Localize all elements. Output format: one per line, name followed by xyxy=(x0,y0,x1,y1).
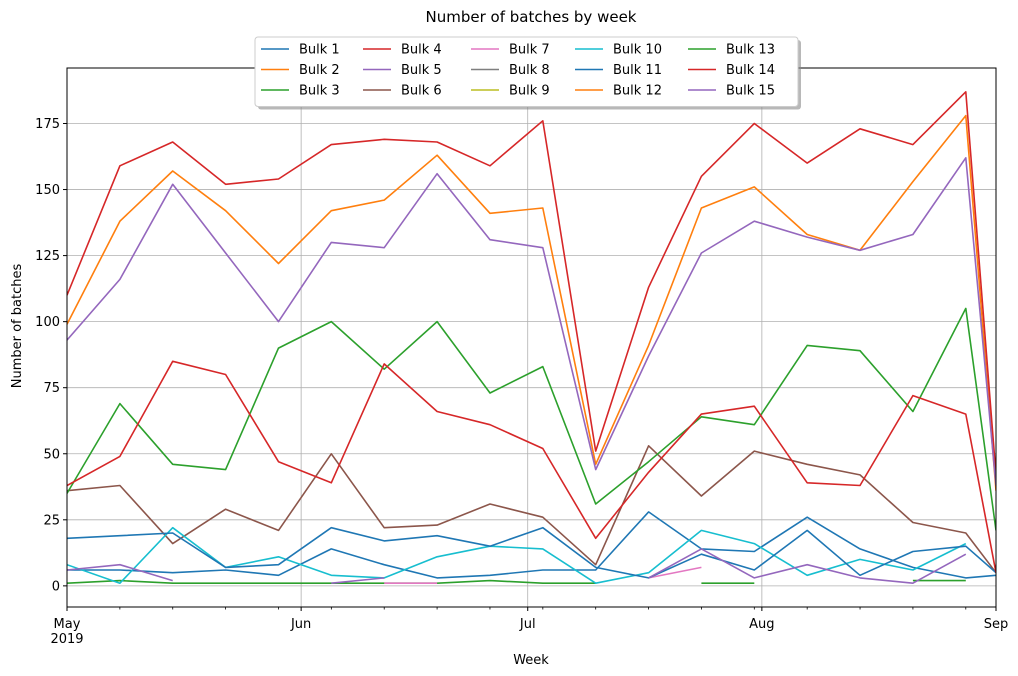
x-tick-label: Sep xyxy=(984,617,1009,632)
legend: Bulk 1 Bulk 2 Bulk 3 Bulk 4 Bulk 5 Bulk 6 Bulk… xyxy=(254,36,801,110)
series-line-bulk-14 xyxy=(67,360,996,573)
legend-label: Bulk 13 xyxy=(726,43,775,58)
legend-item: Bulk 5 xyxy=(363,63,442,78)
legend-label: Bulk 5 xyxy=(401,63,442,78)
legend-label: Bulk 2 xyxy=(299,63,340,78)
legend-label: Bulk 12 xyxy=(613,84,662,99)
series-line-bulk-15 xyxy=(648,548,967,585)
legend-label: Bulk 9 xyxy=(509,84,550,99)
series-line-bulk-5 xyxy=(67,157,996,486)
legend-item: Bulk 1 xyxy=(261,43,340,58)
y-axis-title: Number of batches xyxy=(10,264,25,389)
series-line-bulk-6 xyxy=(67,444,996,574)
legend-label: Bulk 7 xyxy=(509,43,550,58)
legend-label: Bulk 10 xyxy=(613,43,662,58)
legend-item: Bulk 8 xyxy=(471,63,550,78)
legend-label: Bulk 14 xyxy=(726,63,775,78)
y-tick-label: 150 xyxy=(35,183,60,198)
series-bulk-13 xyxy=(67,307,996,531)
chart-title: Number of batches by week xyxy=(426,8,637,26)
legend-item: Bulk 2 xyxy=(261,63,340,78)
legend-item: Bulk 3 xyxy=(261,84,340,99)
x-tick-label: Jun xyxy=(290,617,311,632)
y-tick-label: 175 xyxy=(35,117,60,132)
legend-label: Bulk 6 xyxy=(401,84,442,99)
legend-item: Bulk 12 xyxy=(575,84,662,99)
series-bulk-11 xyxy=(67,526,996,579)
series-line-bulk-15 xyxy=(67,563,173,582)
series-line-bulk-11 xyxy=(67,526,996,579)
legend-item: Bulk 4 xyxy=(363,43,442,58)
series-bulk-1 xyxy=(67,511,996,579)
series-lines xyxy=(67,91,996,585)
legend-label: Bulk 8 xyxy=(509,63,550,78)
legend-item: Bulk 9 xyxy=(471,84,550,99)
x-tick-label: May xyxy=(54,617,81,632)
legend-label: Bulk 15 xyxy=(726,84,775,99)
y-tick-label: 125 xyxy=(35,249,60,264)
legend-item: Bulk 11 xyxy=(575,63,662,78)
y-tick-label: 0 xyxy=(52,579,60,594)
legend-item: Bulk 15 xyxy=(688,84,775,99)
series-bulk-15 xyxy=(67,548,967,585)
legend-label: Bulk 3 xyxy=(299,84,340,99)
legend-label: Bulk 4 xyxy=(401,43,442,58)
legend-item: Bulk 14 xyxy=(688,63,775,78)
x-axis-title: Week xyxy=(513,653,549,668)
series-bulk-4 xyxy=(67,91,996,475)
series-bulk-6 xyxy=(67,444,996,574)
series-bulk-7 xyxy=(384,566,702,585)
series-bulk-5 xyxy=(67,157,996,486)
series-line-bulk-7 xyxy=(648,566,702,579)
legend-item: Bulk 7 xyxy=(471,43,550,58)
legend-item: Bulk 6 xyxy=(363,84,442,99)
y-tick-label: 25 xyxy=(43,513,60,528)
x-tick-sublabel: 2019 xyxy=(50,632,83,647)
legend-item: Bulk 13 xyxy=(688,43,775,58)
x-tick-label: Aug xyxy=(749,617,774,632)
legend-box xyxy=(254,36,799,107)
y-tick-label: 100 xyxy=(35,315,60,330)
x-tick-label: Jul xyxy=(519,617,536,632)
legend-label: Bulk 11 xyxy=(613,63,662,78)
y-tick-label: 50 xyxy=(43,447,60,462)
y-axis: 0 25 50 75 100 125 150 175 xyxy=(35,117,67,594)
legend-item: Bulk 10 xyxy=(575,43,662,58)
series-line-bulk-1 xyxy=(67,511,996,579)
series-line-bulk-13 xyxy=(67,307,996,531)
series-line-bulk-4 xyxy=(67,91,996,475)
series-bulk-14 xyxy=(67,360,996,573)
legend-label: Bulk 1 xyxy=(299,43,340,58)
series-line-bulk-15 xyxy=(331,577,385,584)
y-tick-label: 75 xyxy=(43,381,60,396)
